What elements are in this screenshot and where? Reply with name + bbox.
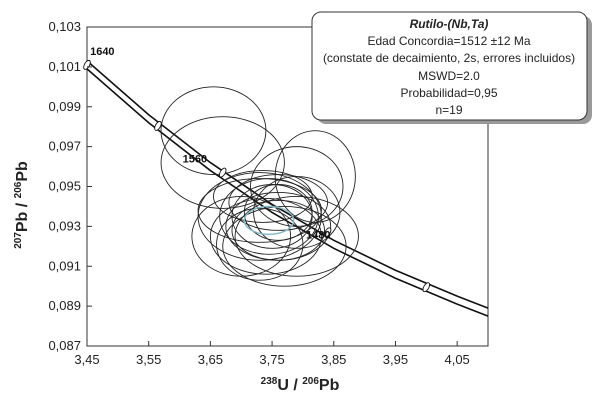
age-marker-ellipse	[218, 167, 227, 178]
x-title-sup1: 238	[261, 376, 278, 387]
error-ellipse	[160, 86, 267, 175]
axis-ticks: 3,45 3,55 3,65 3,75 3,85 3,95 4,05 0,087 0,089 0,…	[48, 19, 469, 367]
error-ellipse	[228, 174, 329, 231]
error-ellipse	[234, 196, 359, 277]
info-line-mswd: MSWD=2.0	[418, 69, 480, 83]
x-tick-label: 3,45	[74, 352, 99, 367]
x-tick-label: 3,85	[321, 352, 346, 367]
y-tick-label: 0,099	[48, 99, 81, 114]
x-tick-label: 3,55	[136, 352, 161, 367]
info-line-n: n=19	[435, 103, 462, 117]
info-box-panel	[311, 11, 588, 121]
info-line-decay: (constate de decaimiento, 2s, errores in…	[323, 51, 575, 65]
info-box: Rutilo-(Nb,Ta) Edad Concordia=1512 ±12 M…	[311, 11, 592, 124]
x-tick-label: 3,95	[383, 352, 408, 367]
y-title-tail: Pb	[14, 161, 31, 182]
y-tick-label: 0,097	[48, 139, 81, 154]
error-ellipse	[216, 207, 304, 281]
x-title-sup2: 206	[302, 376, 319, 387]
y-tick-label: 0,095	[48, 179, 81, 194]
x-tick-label: 3,75	[259, 352, 284, 367]
info-box-title: Rutilo-(Nb,Ta)	[410, 17, 489, 31]
error-ellipse	[274, 130, 356, 223]
y-tick-label: 0,101	[48, 59, 81, 74]
y-tick-label: 0,091	[48, 258, 81, 273]
y-axis-title: 207Pb / 206Pb	[13, 161, 31, 249]
x-tick-label: 3,65	[198, 352, 223, 367]
y-tick-label: 0,093	[48, 218, 81, 233]
y-tick-label: 0,089	[48, 298, 81, 313]
x-axis-title: 238U / 206Pb	[261, 376, 340, 394]
y-title-base: Pb /	[14, 198, 31, 232]
error-ellipse	[243, 184, 313, 241]
x-title-tail: Pb	[319, 377, 340, 394]
age-marker-ellipse	[323, 227, 332, 238]
concordia-lower-line	[86, 68, 489, 317]
error-ellipse	[160, 116, 285, 209]
age-label: 1480	[306, 229, 330, 241]
error-ellipse	[197, 178, 322, 243]
svg-text:238U / 206Pb: 238U / 206Pb	[261, 376, 340, 394]
age-marker-ellipse	[83, 59, 91, 70]
error-ellipse	[253, 176, 341, 249]
concordia-tick-ellipse	[422, 282, 431, 293]
concordia-age-ellipse	[243, 205, 295, 236]
error-ellipse	[222, 205, 347, 287]
error-ellipse	[213, 170, 313, 223]
error-ellipses	[160, 86, 359, 287]
concordia-tick-ellipse	[154, 120, 162, 131]
svg-text:207Pb / 206Pb: 207Pb / 206Pb	[13, 161, 31, 249]
y-tick-label: 0,087	[48, 338, 81, 353]
y-title-sup1: 207	[13, 232, 24, 249]
y-tick-label: 0,103	[48, 19, 81, 34]
age-markers: 1640 1560 1480	[83, 46, 431, 293]
error-ellipse	[231, 200, 325, 261]
x-title-base: U /	[277, 377, 302, 394]
x-tick-label: 4,05	[444, 352, 469, 367]
error-ellipse	[209, 198, 322, 275]
info-line-age: Edad Concordia=1512 ±12 Ma	[367, 34, 530, 48]
age-label: 1560	[183, 154, 207, 166]
error-ellipse	[191, 196, 292, 277]
age-label: 1640	[90, 46, 114, 58]
y-title-sup2: 206	[13, 181, 24, 198]
info-line-probability: Probabilidad=0,95	[400, 86, 497, 100]
